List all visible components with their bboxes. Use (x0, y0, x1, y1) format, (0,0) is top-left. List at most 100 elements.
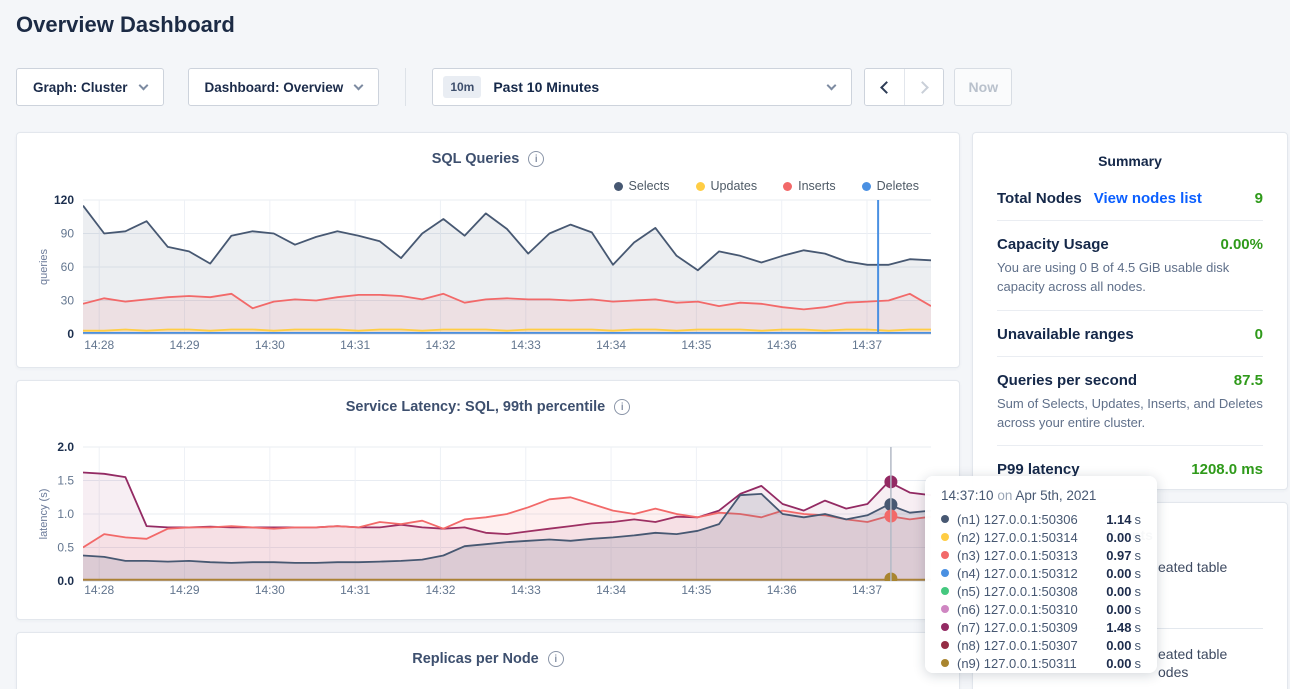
tooltip-row: (n5) 127.0.0.1:50308 0.00 s (941, 582, 1141, 600)
legend-label: Updates (710, 179, 758, 193)
tooltip-label: (n4) 127.0.0.1:50312 (957, 565, 1078, 581)
summary-title: Summary (1098, 153, 1162, 169)
x-axis-tick: 14:28 (84, 583, 114, 597)
summary-row-head: Total Nodes View nodes list 9 (997, 190, 1263, 207)
replicas-per-node-chart-card: Replicas per Node i (16, 632, 960, 689)
tooltip-row: (n7) 127.0.0.1:50309 1.48 s (941, 618, 1141, 636)
y-axis-tick: 2.0 (57, 440, 74, 454)
legend-item: Selects (613, 179, 670, 193)
tooltip-dot (941, 569, 949, 577)
x-axis-tick: 14:32 (425, 583, 455, 597)
tooltip-label: (n6) 127.0.0.1:50310 (957, 601, 1078, 617)
chevron-down-icon (353, 80, 364, 90)
tooltip-unit: s (1134, 529, 1142, 545)
tooltip-row: (n9) 127.0.0.1:50311 0.00 s (941, 654, 1141, 672)
time-range-selector[interactable]: 10m Past 10 Minutes (432, 68, 853, 106)
summary-row: Total Nodes View nodes list 9 (997, 175, 1263, 220)
series-area (83, 472, 931, 581)
tooltip-label: (n7) 127.0.0.1:50309 (957, 619, 1078, 635)
graph-selector-dropdown[interactable]: Graph: Cluster (16, 68, 164, 106)
x-axis-tick: 14:28 (84, 338, 114, 352)
series-line (83, 496, 931, 549)
tooltip-unit: s (1134, 583, 1142, 599)
legend-dot (613, 181, 623, 191)
y-axis-tick: 1.0 (57, 507, 74, 521)
event-text-fragment: eated table (1158, 646, 1228, 662)
y-axis-tick: 90 (61, 227, 75, 241)
tooltip-value: 0.00 (1106, 565, 1132, 581)
summary-row-head: Capacity Usage 0.00% (997, 236, 1263, 253)
tooltip-row: (n1) 127.0.0.1:50306 1.14 s (941, 510, 1141, 528)
summary-label: Capacity Usage (997, 236, 1109, 253)
tooltip-dot (941, 587, 949, 595)
summary-row-head: Queries per second 87.5 (997, 372, 1263, 389)
legend-dot (695, 181, 705, 191)
y-axis-tick: 1.5 (57, 474, 74, 488)
next-time-button[interactable] (904, 69, 944, 105)
y-axis-label: latency (s) (38, 489, 50, 540)
summary-description: You are using 0 B of 4.5 GiB usable disk… (997, 260, 1230, 294)
tooltip-unit: s (1134, 655, 1142, 671)
legend-dot (861, 181, 871, 191)
legend-dot (783, 181, 793, 191)
tooltip-row: (n4) 127.0.0.1:50312 0.00 s (941, 564, 1141, 582)
tooltip-dot (941, 659, 949, 667)
tooltip-dot (941, 533, 949, 541)
tooltip-dot (941, 623, 949, 631)
tooltip-label: (n1) 127.0.0.1:50306 (957, 511, 1078, 527)
tooltip-dot (941, 551, 949, 559)
info-icon[interactable]: i (528, 151, 545, 167)
tooltip-dot (941, 641, 949, 649)
tooltip-value: 0.00 (1106, 655, 1132, 671)
tooltip-dot (941, 605, 949, 613)
chevron-left-icon (880, 80, 894, 94)
hover-tooltip: 14:37:10 on Apr 5th, 2021 (n1) 127.0.0.1… (925, 476, 1157, 673)
tooltip-rows: (n1) 127.0.0.1:50306 1.14 s (n2) 127.0.0.1:… (941, 510, 1141, 672)
sql-queries-chart[interactable]: 0 30 60 90 120 14:28 14:29 14:30 14:31 14:32 14:33… (17, 189, 961, 369)
tooltip-time: 14:37:10 on Apr 5th, 2021 (941, 488, 1141, 503)
tooltip-row: (n2) 127.0.0.1:50314 0.00 s (941, 528, 1141, 546)
summary-row-head: Unavailable ranges 0 (997, 326, 1263, 343)
series-area (83, 293, 931, 334)
tooltip-row: (n6) 127.0.0.1:50310 0.00 s (941, 600, 1141, 618)
summary-panel: Summary Total Nodes View nodes list 9 Capac… (972, 132, 1288, 490)
y-axis-tick: 60 (61, 260, 75, 274)
tooltip-unit: s (1134, 619, 1142, 635)
chart-legend: Selects Updates Inserts Deletes (613, 179, 919, 193)
series-area (83, 493, 931, 581)
x-axis-tick: 14:31 (340, 338, 370, 352)
tooltip-label: (n9) 127.0.0.1:50311 (957, 655, 1077, 671)
tooltip-on: on (997, 488, 1013, 503)
chart-title: SQL Queries (431, 151, 520, 167)
now-button[interactable]: Now (954, 68, 1013, 106)
page-title: Overview Dashboard (16, 12, 235, 37)
summary-value: 0 (1254, 325, 1263, 343)
service-latency-chart[interactable]: 0.0 0.5 1.0 1.5 2.0 14:28 14:29 14:30 14:31 14:32… (17, 435, 961, 621)
series-line (83, 328, 931, 332)
series-line (83, 292, 931, 311)
x-axis-tick: 14:34 (596, 583, 626, 597)
summary-value: 9 (1254, 190, 1263, 207)
prev-time-button[interactable] (865, 69, 905, 105)
tooltip-label: (n2) 127.0.0.1:50314 (957, 529, 1078, 545)
info-icon[interactable]: i (614, 399, 631, 415)
legend-label: Deletes (876, 179, 919, 193)
dashboard-selector-dropdown[interactable]: Dashboard: Overview (187, 68, 380, 106)
tooltip-value: 0.00 (1106, 583, 1132, 599)
time-range-badge: 10m (443, 76, 482, 98)
y-axis-label: queries (38, 248, 50, 285)
series-line (83, 493, 931, 564)
x-axis-tick: 14:36 (767, 338, 797, 352)
graph-selector-label: Graph: Cluster (33, 79, 128, 95)
tooltip-label: (n5) 127.0.0.1:50308 (957, 583, 1078, 599)
info-icon[interactable]: i (547, 651, 564, 667)
tooltip-time-value: 14:37:10 (941, 488, 994, 503)
tooltip-dot (941, 515, 949, 523)
summary-row: Unavailable ranges 0 (997, 309, 1263, 356)
x-axis-tick: 14:36 (767, 583, 797, 597)
summary-link[interactable]: View nodes list (1093, 190, 1202, 207)
x-axis-tick: 14:33 (511, 583, 541, 597)
tooltip-label: (n8) 127.0.0.1:50307 (957, 637, 1078, 653)
series-line (83, 205, 931, 272)
x-axis-tick: 14:30 (255, 583, 285, 597)
